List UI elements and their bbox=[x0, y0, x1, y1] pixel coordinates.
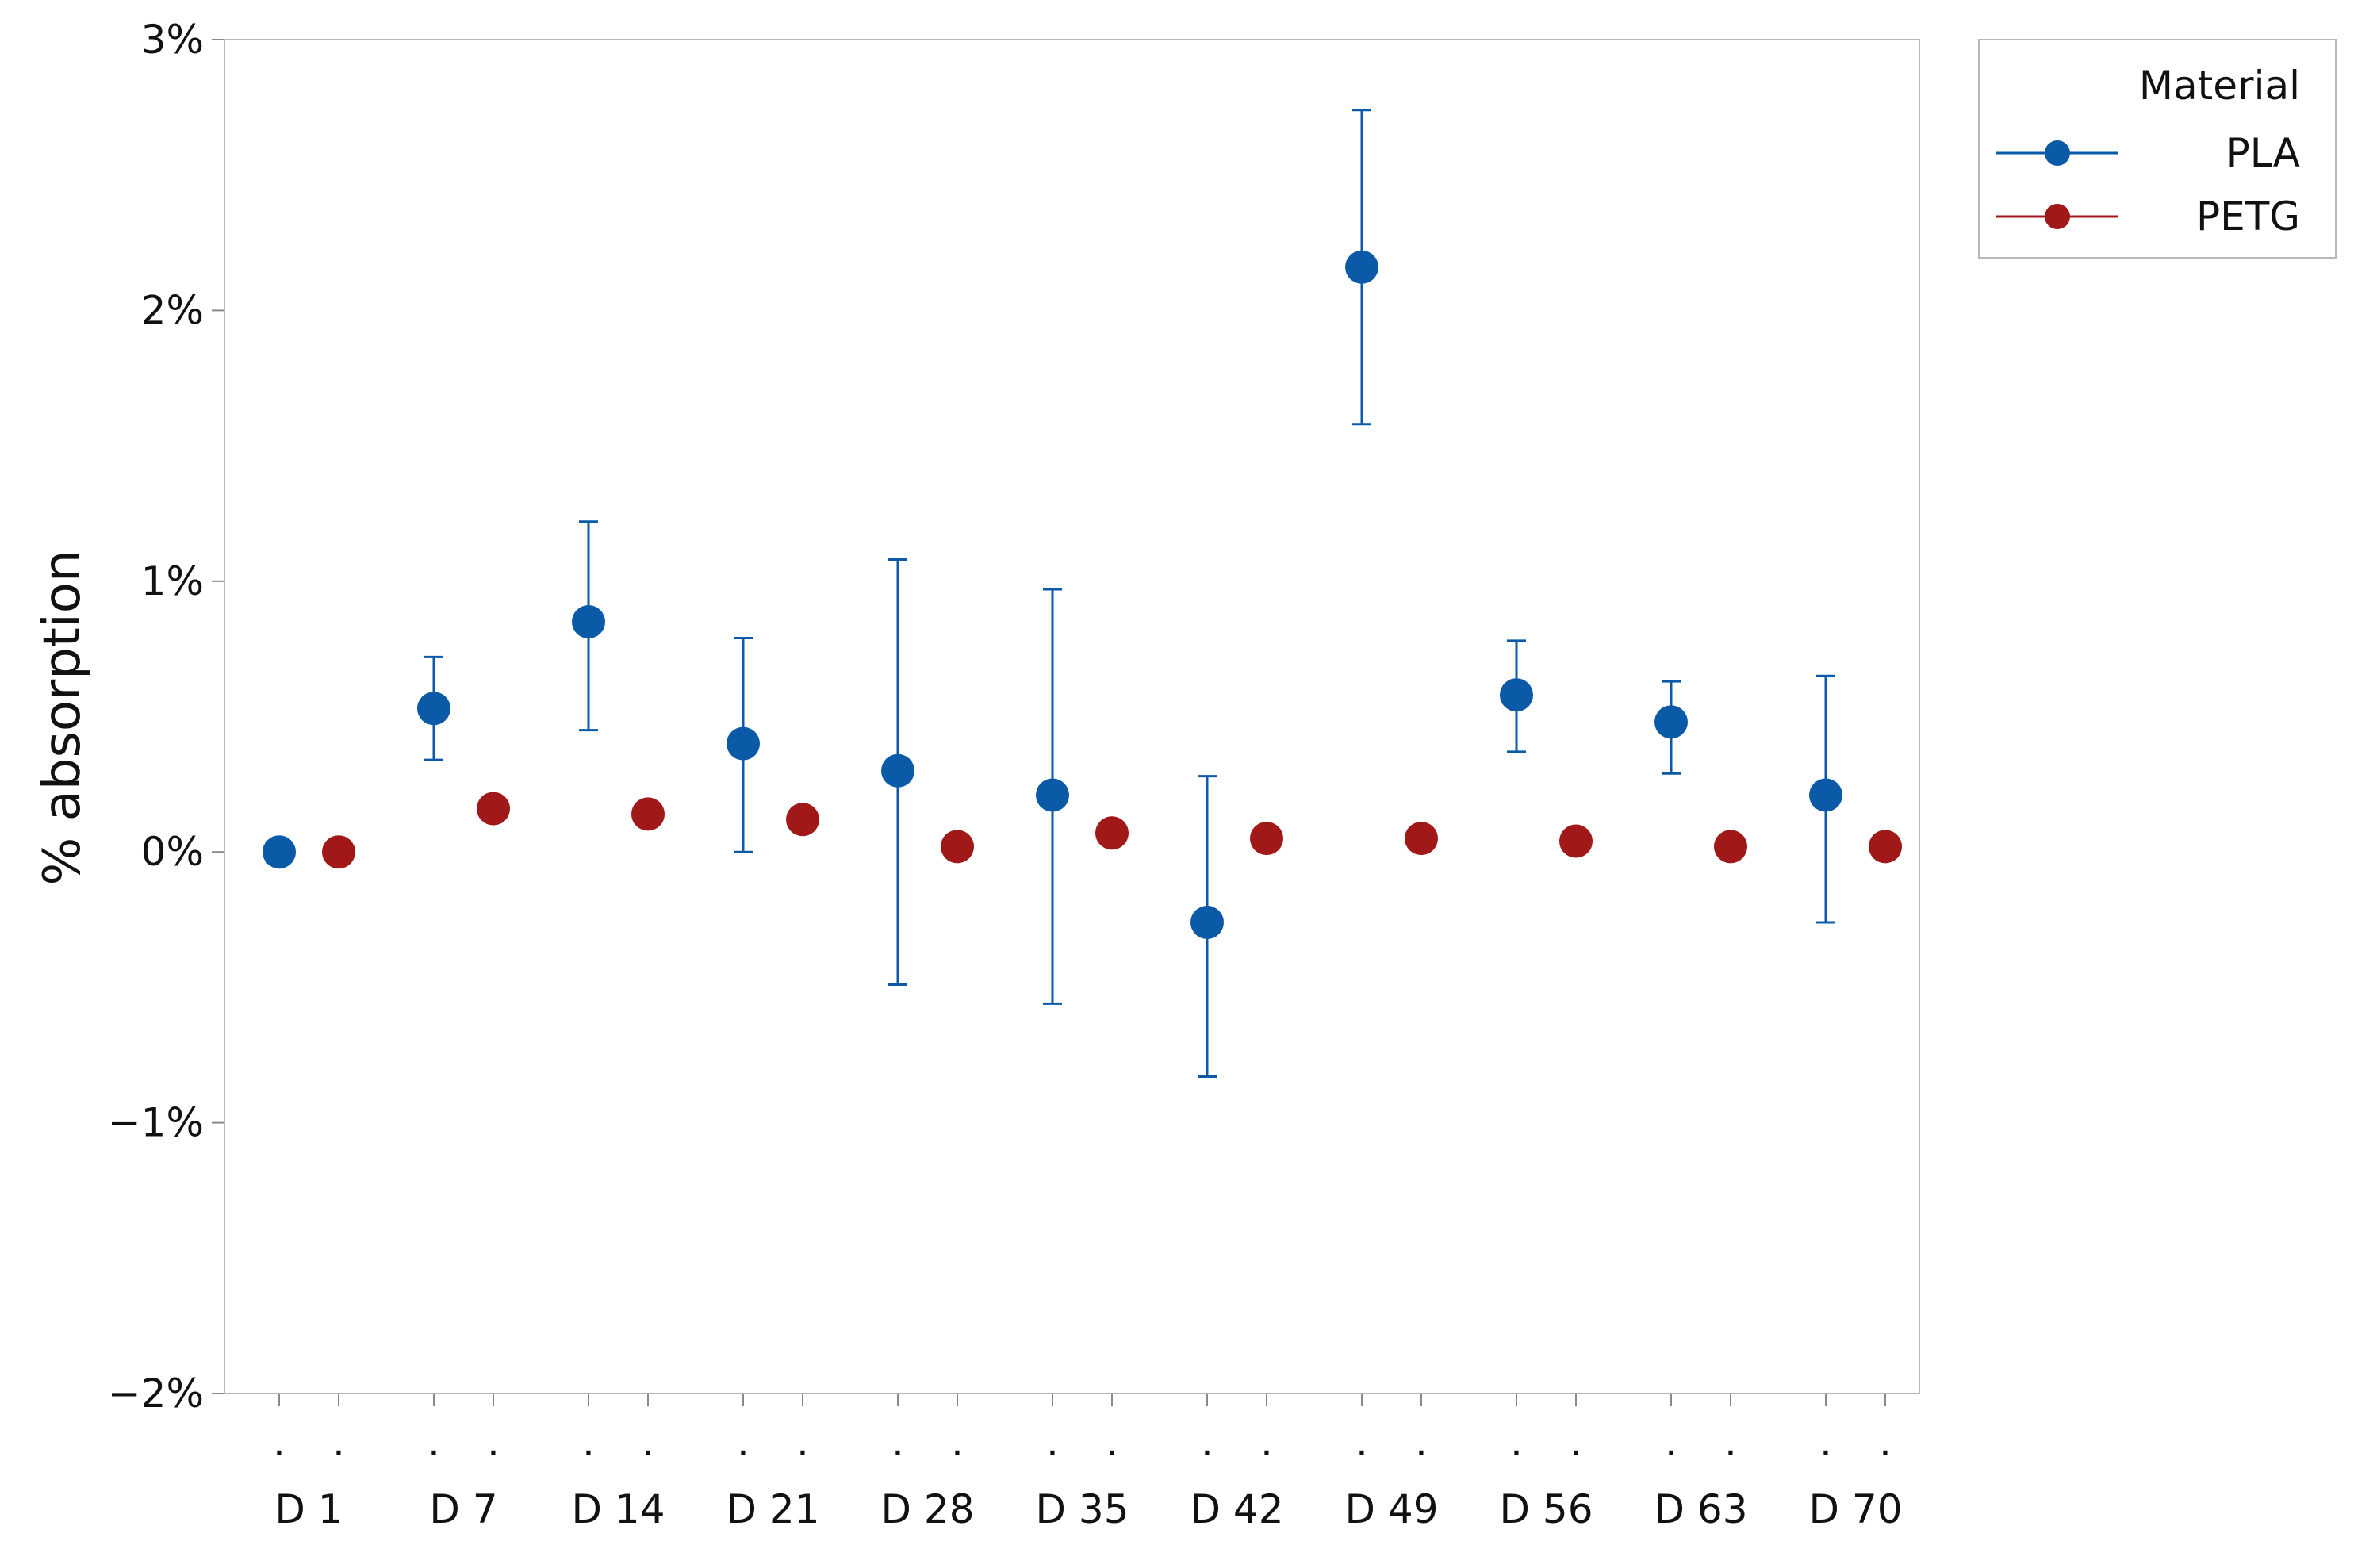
y-axis: 3% 2% 1% 0% −1% −2% bbox=[108, 17, 225, 1417]
x-sub-tick-label: . bbox=[487, 1419, 500, 1465]
x-sub-tick-label: . bbox=[1665, 1419, 1677, 1465]
x-sub-tick-label: . bbox=[1879, 1419, 1892, 1465]
x-sub-tick-label: . bbox=[332, 1419, 345, 1465]
x-category-label: D 21 bbox=[726, 1486, 819, 1532]
point-pla bbox=[1500, 678, 1533, 712]
x-sub-tick-label: . bbox=[1510, 1419, 1523, 1465]
point-pla bbox=[1345, 250, 1378, 284]
point-petg bbox=[941, 830, 974, 864]
x-sub-tick-label: . bbox=[273, 1419, 286, 1465]
x-sub-tick-label: . bbox=[951, 1419, 964, 1465]
legend-marker-petg bbox=[2045, 204, 2070, 229]
x-category-label: D 49 bbox=[1344, 1486, 1438, 1532]
point-pla bbox=[417, 692, 450, 726]
point-pla bbox=[1036, 778, 1069, 812]
point-pla bbox=[572, 605, 605, 639]
y-tick-label: −2% bbox=[108, 1371, 204, 1417]
legend: Material PLA PETG bbox=[1978, 39, 2337, 259]
x-sub-tick-label: . bbox=[1724, 1419, 1737, 1465]
point-petg bbox=[1714, 830, 1747, 864]
data-marks bbox=[263, 109, 1902, 1079]
x-axis: . . D 1. . D 7. . D 14. . D 21. . D 28. . D 35. . D 42… bbox=[273, 1394, 1903, 1532]
y-axis-title: % absorption bbox=[33, 550, 92, 885]
legend-frame bbox=[1978, 39, 2337, 259]
point-petg bbox=[1095, 816, 1129, 850]
x-sub-tick-label: . bbox=[427, 1419, 440, 1465]
x-sub-tick-label: . bbox=[582, 1419, 595, 1465]
point-petg bbox=[786, 803, 819, 837]
x-category-label: D 70 bbox=[1808, 1486, 1902, 1532]
point-petg bbox=[477, 792, 510, 826]
x-category-label: D 7 bbox=[429, 1486, 497, 1532]
x-sub-tick-label: . bbox=[1355, 1419, 1368, 1465]
x-category-label: D 1 bbox=[274, 1486, 343, 1532]
point-pla bbox=[1190, 905, 1224, 939]
x-category-label: D 42 bbox=[1190, 1486, 1283, 1532]
point-pla bbox=[881, 753, 914, 788]
x-sub-tick-label: . bbox=[1201, 1419, 1213, 1465]
point-petg bbox=[1405, 822, 1438, 856]
legend-title: Material bbox=[2139, 63, 2300, 109]
x-sub-tick-label: . bbox=[642, 1419, 654, 1465]
x-category-label: D 56 bbox=[1499, 1486, 1593, 1532]
x-sub-tick-label: . bbox=[1415, 1419, 1428, 1465]
legend-label-petg: PETG bbox=[2196, 194, 2300, 240]
y-tick-label: 1% bbox=[141, 558, 204, 604]
y-tick-label: 3% bbox=[141, 17, 204, 63]
point-petg bbox=[1869, 830, 1902, 864]
point-pla bbox=[727, 726, 760, 761]
point-pla bbox=[1654, 705, 1688, 739]
x-sub-tick-label: . bbox=[796, 1419, 809, 1465]
legend-label-pla: PLA bbox=[2226, 130, 2300, 176]
x-sub-tick-label: . bbox=[737, 1419, 750, 1465]
x-category-label: D 63 bbox=[1654, 1486, 1747, 1532]
x-sub-tick-label: . bbox=[1570, 1419, 1582, 1465]
y-tick-label: 2% bbox=[141, 287, 204, 333]
x-sub-tick-label: . bbox=[891, 1419, 904, 1465]
point-pla bbox=[1809, 778, 1842, 812]
y-tick-label: 0% bbox=[141, 829, 204, 875]
point-petg bbox=[631, 797, 665, 831]
y-tick-label: −1% bbox=[108, 1100, 204, 1146]
x-sub-tick-label: . bbox=[1106, 1419, 1118, 1465]
x-category-label: D 28 bbox=[880, 1486, 974, 1532]
x-sub-tick-label: . bbox=[1819, 1419, 1832, 1465]
x-sub-tick-label: . bbox=[1260, 1419, 1273, 1465]
legend-marker-pla bbox=[2045, 140, 2070, 166]
x-category-label: D 14 bbox=[571, 1486, 665, 1532]
point-petg bbox=[322, 835, 355, 869]
point-petg bbox=[1559, 824, 1593, 858]
x-sub-tick-label: . bbox=[1046, 1419, 1059, 1465]
x-category-label: D 35 bbox=[1035, 1486, 1129, 1532]
point-pla bbox=[263, 835, 296, 869]
point-petg bbox=[1250, 822, 1283, 856]
